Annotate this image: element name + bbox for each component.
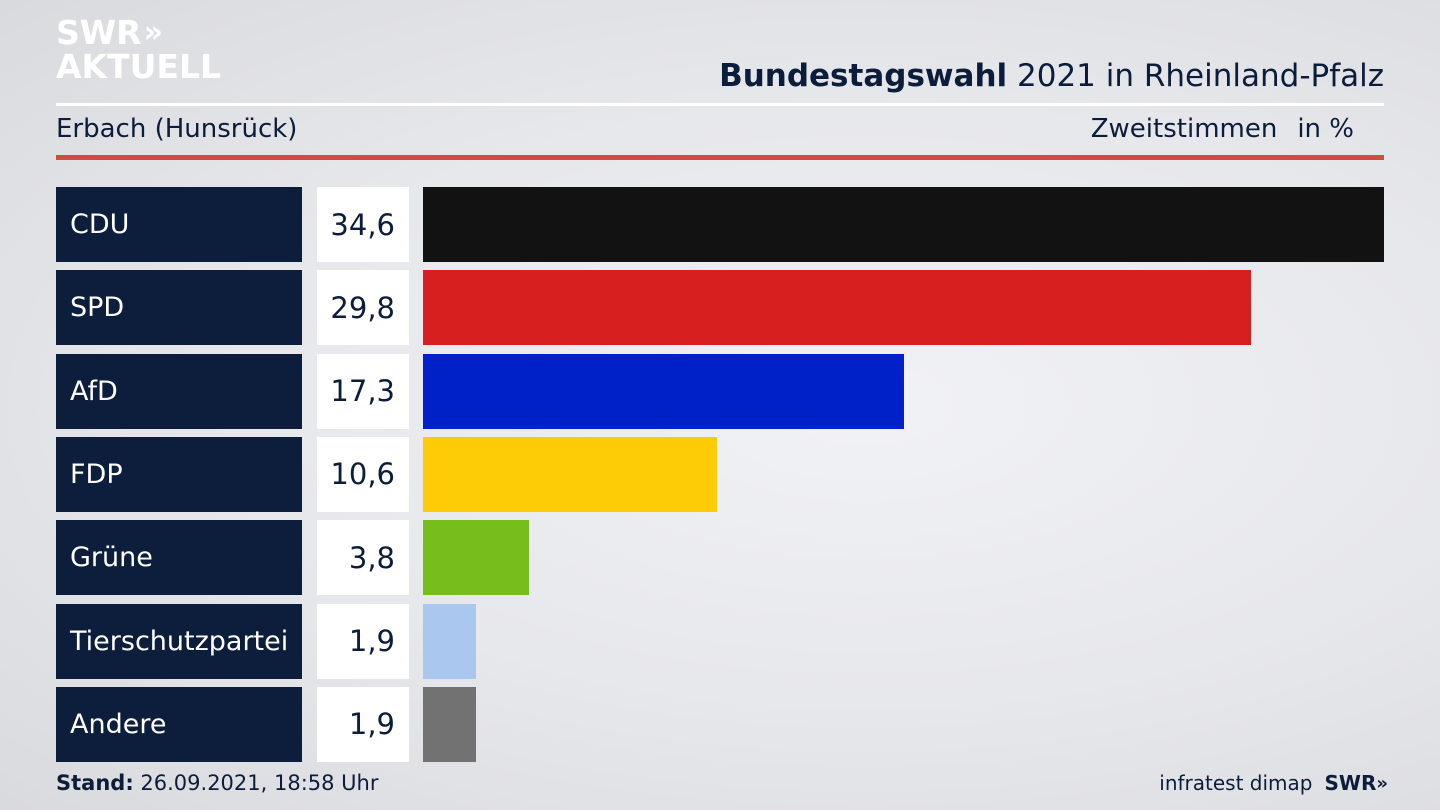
measure-label: Zweitstimmen in % [1091, 114, 1354, 144]
bar [423, 187, 1384, 262]
party-label: Tierschutzpartei [56, 603, 302, 679]
logo-swr: SWR [56, 13, 142, 52]
value-label: 1,9 [317, 686, 409, 762]
logo-aktuell: AKTUELL [56, 47, 222, 86]
party-label: CDU [56, 187, 302, 262]
party-label: AfD [56, 353, 302, 429]
bar [423, 270, 1251, 346]
party-label: FDP [56, 436, 302, 512]
bar-row: FDP 10,6 [56, 436, 1384, 512]
source-name: infratest dimap [1159, 771, 1313, 795]
measure-name: Zweitstimmen [1090, 114, 1278, 144]
party-label: SPD [56, 270, 302, 346]
value-label: 34,6 [317, 187, 409, 262]
bar-row: SPD 29,8 [56, 270, 1384, 346]
stand-value: 26.09.2021, 18:58 Uhr [133, 771, 379, 795]
value-label: 29,8 [317, 270, 409, 346]
bar [423, 520, 529, 596]
footer-chevron-icon: » [1376, 772, 1387, 794]
swr-aktuell-logo: SWR» AKTUELL [56, 16, 221, 84]
bar-row: Andere 1,9 [56, 686, 1384, 762]
footer-swr-logo: SWR [1324, 771, 1377, 795]
title-bold: Bundestagswahl [719, 58, 1008, 94]
location-subtitle: Erbach (Hunsrück) [56, 114, 298, 144]
accent-divider [56, 155, 1384, 160]
timestamp: Stand: 26.09.2021, 18:58 Uhr [56, 771, 379, 795]
bar-row: Grüne 3,8 [56, 520, 1384, 596]
stand-label: Stand: [56, 771, 134, 795]
value-label: 3,8 [317, 520, 409, 596]
bar [423, 436, 718, 512]
party-label: Grüne [56, 520, 302, 596]
logo-chevron-icon: » [143, 15, 164, 50]
measure-unit: in % [1297, 114, 1354, 144]
bar-row: AfD 17,3 [56, 353, 1384, 429]
bar [423, 686, 476, 762]
source-credit: infratest dimap SWR» [1159, 771, 1388, 795]
value-label: 10,6 [317, 436, 409, 512]
bar-row: Tierschutzpartei 1,9 [56, 603, 1384, 679]
chart-title: Bundestagswahl 2021 in Rheinland-Pfalz [719, 58, 1384, 94]
value-label: 17,3 [317, 353, 409, 429]
title-rest: 2021 in Rheinland-Pfalz [1007, 58, 1384, 94]
header-divider [56, 103, 1384, 106]
bar [423, 603, 476, 679]
party-label: Andere [56, 686, 302, 762]
bar [423, 353, 904, 429]
value-label: 1,9 [317, 603, 409, 679]
bar-row: CDU 34,6 [56, 187, 1384, 262]
